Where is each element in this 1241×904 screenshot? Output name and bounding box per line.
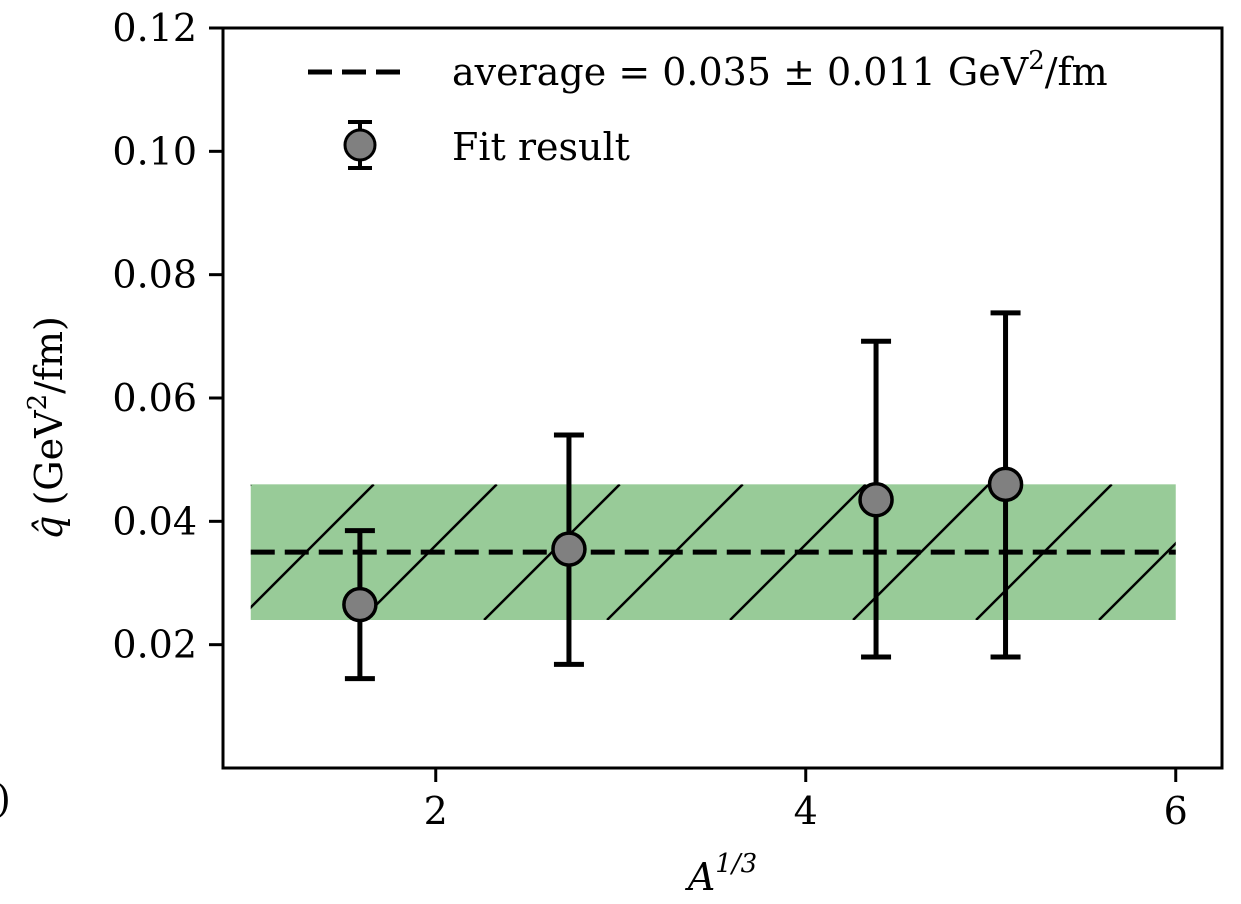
x-axis-label-base: A bbox=[685, 855, 715, 899]
marker-1 bbox=[551, 531, 587, 567]
marker-3 bbox=[987, 466, 1024, 503]
legend-average-label: average = 0.035 ± 0.011 GeV2/fm bbox=[452, 46, 1108, 94]
y-tick-label-2: 0.06 bbox=[112, 376, 197, 420]
y-axis-ticks: 0.02 0.04 0.06 0.08 0.10 0.12 bbox=[112, 6, 223, 667]
hatch-line-9 bbox=[1222, 484, 1241, 620]
marker-2 bbox=[858, 482, 894, 518]
x-tick-label-2: 6 bbox=[1164, 789, 1188, 833]
x-axis-label: A1/3 bbox=[685, 849, 757, 899]
y-axis-label: q̂ (GeV2/fm) bbox=[23, 316, 71, 540]
marker-0 bbox=[342, 586, 378, 623]
x-axis-ticks: 2 4 6 bbox=[424, 768, 1188, 833]
stray-clipped-text: ) bbox=[0, 777, 11, 821]
fit-point-0 bbox=[342, 528, 378, 682]
x-axis-label-sup: 1/3 bbox=[715, 849, 757, 879]
y-axis-label-unit-pre: (GeV bbox=[27, 410, 71, 506]
fit-point-3 bbox=[987, 310, 1024, 660]
x-tick-label-0: 2 bbox=[424, 789, 448, 833]
legend-average-pre: average = 0.035 ± 0.011 GeV bbox=[452, 50, 1029, 94]
y-axis-label-unit-sup: 2 bbox=[23, 394, 53, 411]
y-axis-label-symbol: q̂ bbox=[27, 516, 71, 540]
legend-average-post: /fm bbox=[1045, 50, 1108, 94]
legend-fit-swatch bbox=[343, 120, 377, 170]
y-tick-label-1: 0.04 bbox=[112, 499, 197, 543]
y-tick-label-0: 0.02 bbox=[112, 623, 197, 667]
legend-fit-label: Fit result bbox=[452, 125, 630, 169]
y-tick-label-3: 0.08 bbox=[112, 253, 197, 297]
legend-average-sup: 2 bbox=[1028, 46, 1045, 76]
y-tick-label-5: 0.12 bbox=[112, 6, 197, 50]
y-axis-label-unit-post: /fm) bbox=[27, 316, 71, 394]
fit-point-2 bbox=[858, 338, 894, 660]
y-tick-label-4: 0.10 bbox=[112, 129, 197, 173]
hatch-line-8 bbox=[1098, 541, 1176, 621]
legend: average = 0.035 ± 0.011 GeV2/fm Fit resu… bbox=[308, 46, 1108, 170]
fit-point-1 bbox=[551, 432, 587, 667]
x-tick-label-1: 4 bbox=[794, 789, 818, 833]
fit-result-points bbox=[342, 310, 1024, 682]
